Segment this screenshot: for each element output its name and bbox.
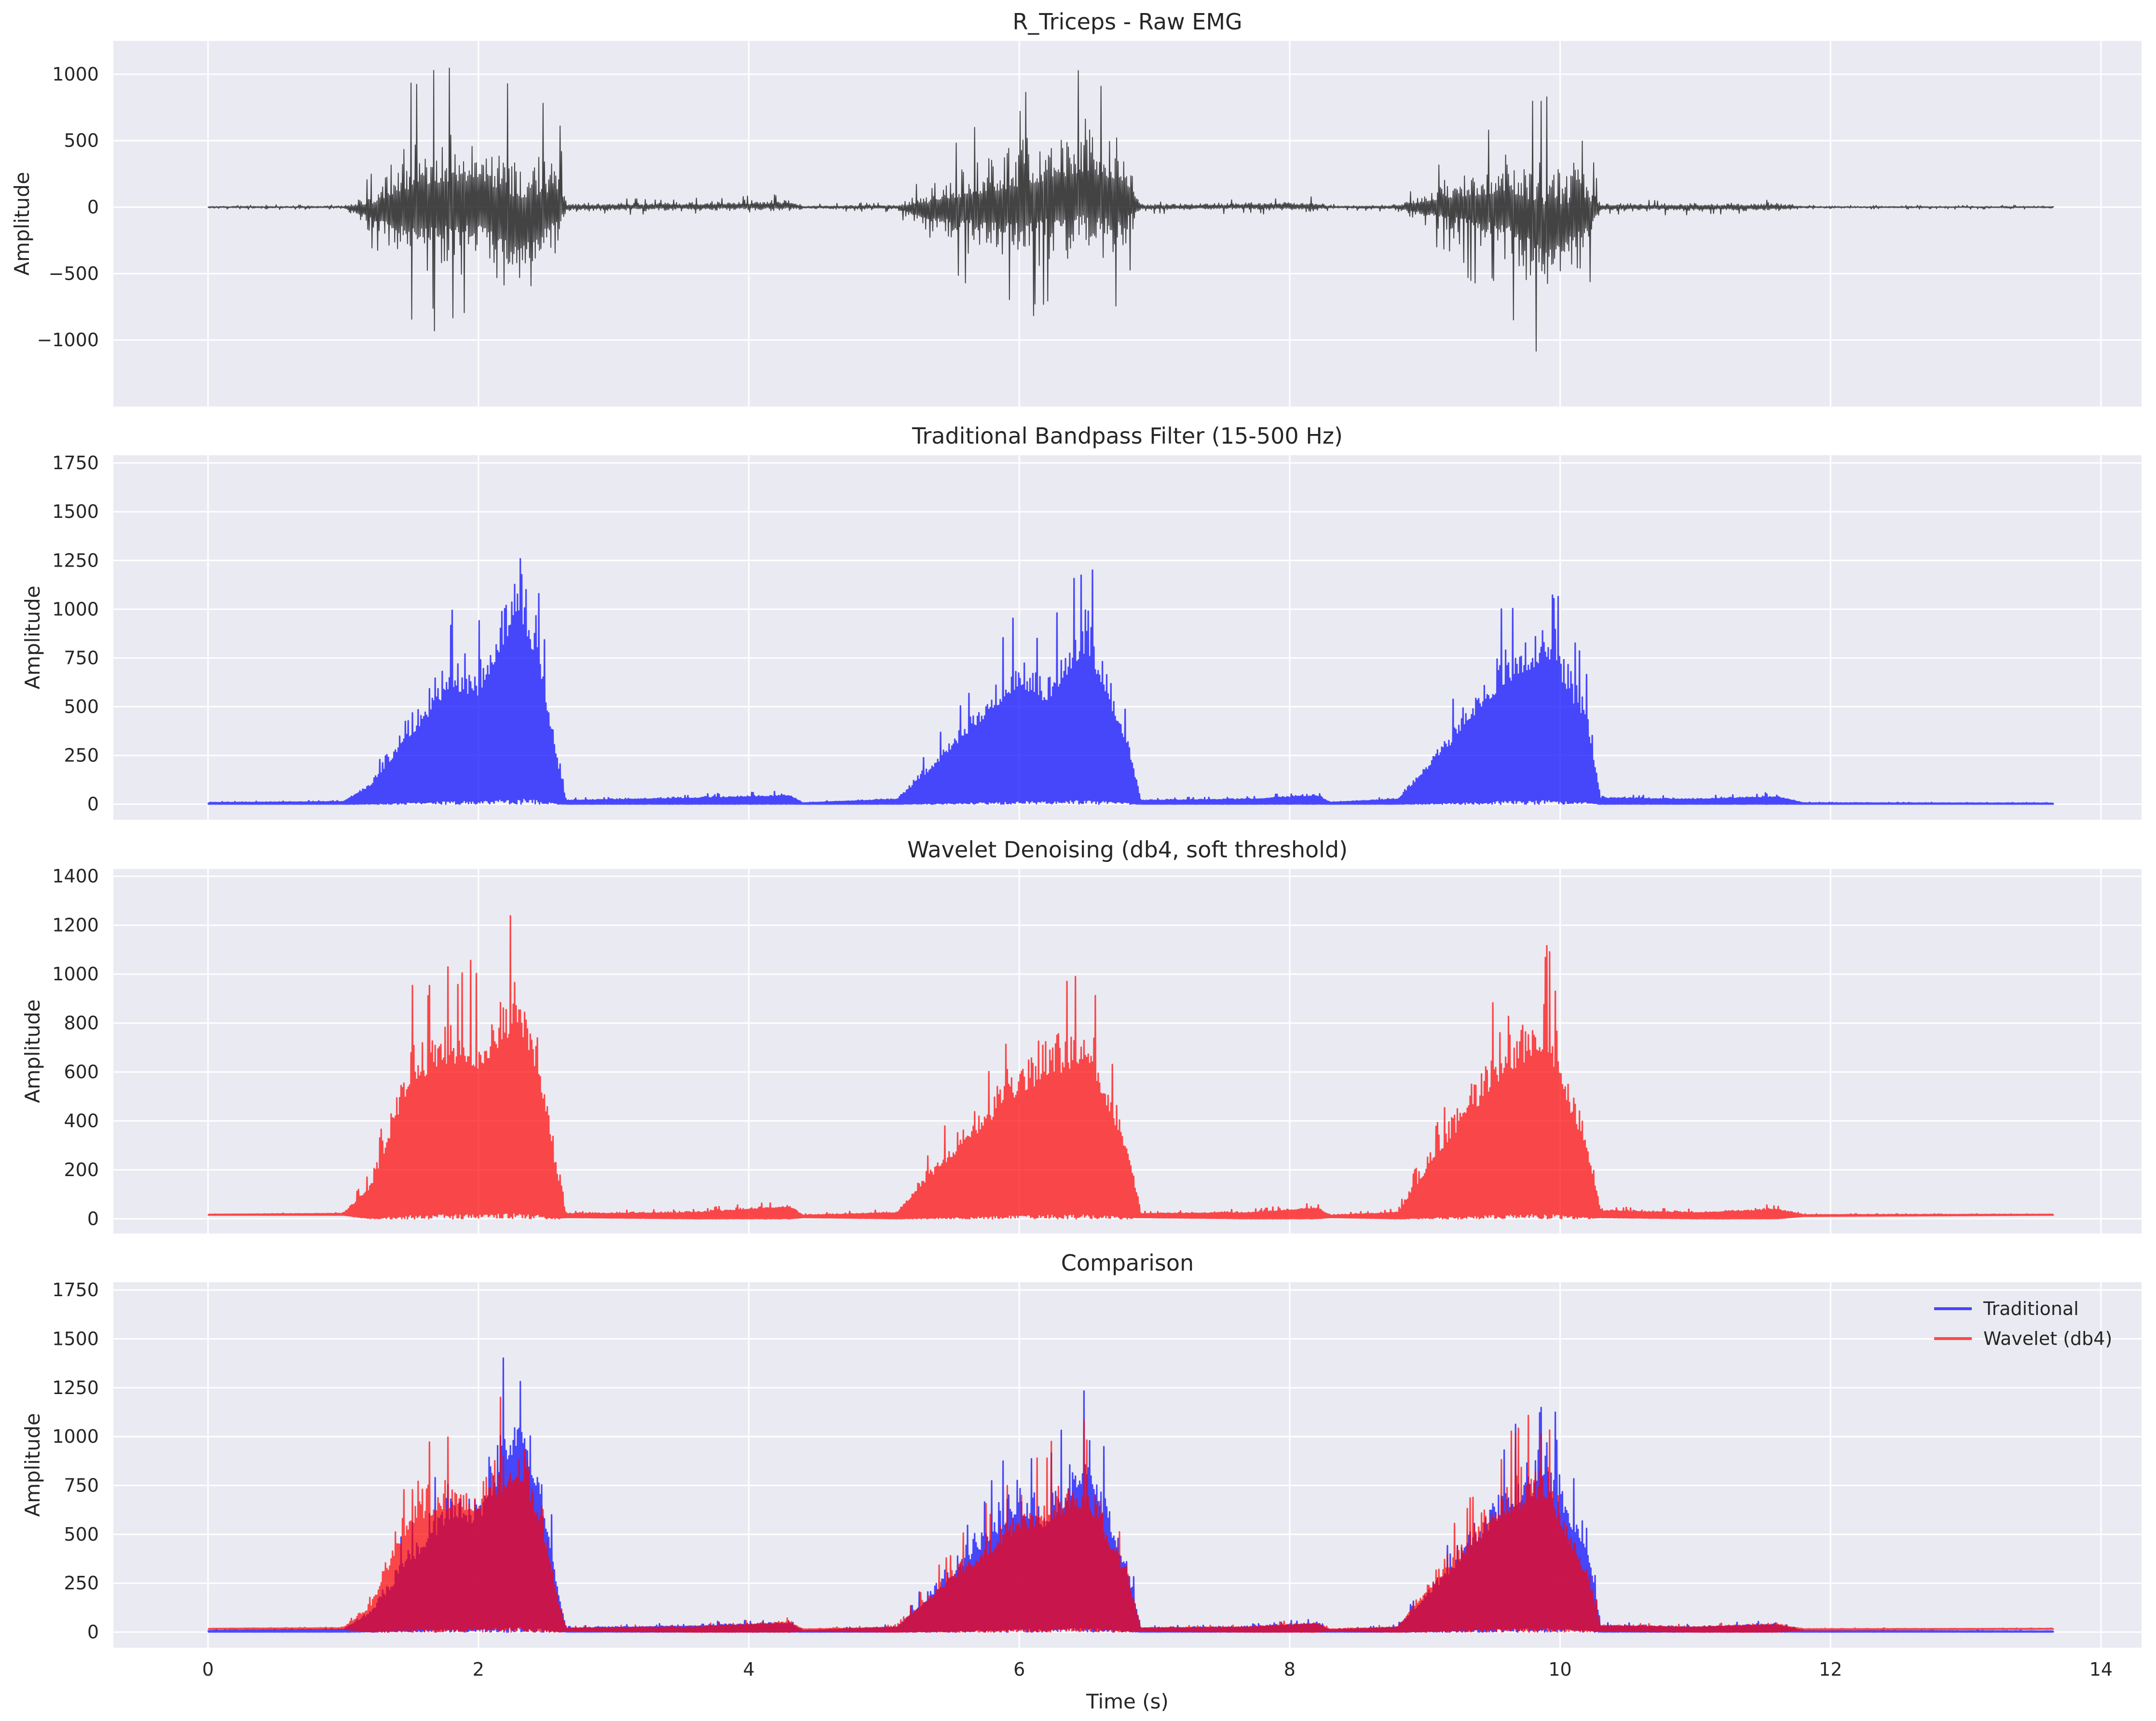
- y-tick-label: 1000: [52, 64, 99, 85]
- x-tick-label: 8: [1284, 1659, 1296, 1680]
- legend-label: Traditional: [1983, 1298, 2079, 1319]
- series-line-panel1: [207, 68, 2054, 352]
- y-tick-label: 1000: [52, 963, 99, 985]
- y-tick-label: 750: [64, 1475, 99, 1496]
- y-axis-label: Amplitude: [21, 999, 44, 1103]
- x-tick-label: 4: [743, 1659, 754, 1680]
- legend-label: Wavelet (db4): [1983, 1328, 2112, 1349]
- panel-4: 0 250 500 750 1000 1250 1500 1750 0 2 4 6 8 10 12 14 Com…: [21, 1250, 2142, 1713]
- series-line-wavelet-db4-: [207, 1396, 2054, 1633]
- y-tick-label: 1000: [52, 1426, 99, 1447]
- y-tick-label: 1500: [52, 501, 99, 522]
- x-axis-label: Time (s): [1086, 1690, 1169, 1713]
- y-tick-label: 1250: [52, 550, 99, 571]
- panel-title: Traditional Bandpass Filter (15-500 Hz): [912, 423, 1343, 449]
- y-tick-label: 1000: [52, 598, 99, 620]
- y-axis-label: Amplitude: [10, 172, 34, 275]
- y-tick-label: 200: [64, 1159, 99, 1180]
- panel-2: 0 250 500 750 1000 1250 1500 1750 Traditional Ba…: [21, 423, 2142, 820]
- legend: Traditional Wavelet (db4): [1934, 1298, 2112, 1349]
- y-tick-label: 500: [64, 696, 99, 718]
- y-tick-label: 0: [87, 1622, 99, 1643]
- y-tick-label: −500: [49, 263, 99, 284]
- y-tick-label: −1000: [37, 329, 99, 351]
- x-tick-label: 0: [202, 1659, 214, 1680]
- y-tick-label: 1250: [52, 1377, 99, 1398]
- y-tick-label: 0: [87, 794, 99, 815]
- y-tick-label: 750: [64, 647, 99, 668]
- y-tick-label: 250: [64, 1572, 99, 1594]
- x-tick-label: 14: [2089, 1659, 2113, 1680]
- y-tick-label: 500: [64, 130, 99, 151]
- y-tick-label: 250: [64, 745, 99, 766]
- y-tick-label: 1500: [52, 1328, 99, 1350]
- y-tick-label: 0: [87, 1208, 99, 1230]
- panel-3: 0 200 400 600 800 1000 1200 1400 Wavelet Denoisi…: [21, 837, 2142, 1233]
- y-tick-label: 1750: [52, 1279, 99, 1301]
- y-tick-label: 400: [64, 1111, 99, 1132]
- y-tick-label: 0: [87, 197, 99, 218]
- panel-title: Comparison: [1061, 1250, 1194, 1276]
- y-tick-label: 1200: [52, 915, 99, 936]
- panel-title: R_Triceps - Raw EMG: [1012, 9, 1242, 35]
- panel-title: Wavelet Denoising (db4, soft threshold): [907, 837, 1348, 863]
- y-axis-label: Amplitude: [21, 585, 44, 689]
- series-group: [207, 558, 2055, 805]
- x-tick-label: 2: [473, 1659, 484, 1680]
- x-tick-label: 12: [1819, 1659, 1842, 1680]
- x-tick-label: 10: [1548, 1659, 1571, 1680]
- series-line-panel2: [207, 558, 2055, 805]
- y-tick-label: 1400: [52, 866, 99, 887]
- y-axis-label: Amplitude: [21, 1413, 44, 1517]
- panel-1: −1000 −500 0 500 1000 R_Triceps - Raw EMG Ampl…: [10, 9, 2142, 407]
- y-tick-label: 500: [64, 1524, 99, 1545]
- x-tick-label: 6: [1013, 1659, 1025, 1680]
- y-tick-label: 800: [64, 1013, 99, 1034]
- y-tick-label: 600: [64, 1061, 99, 1083]
- y-tick-label: 1750: [52, 452, 99, 474]
- series-line-panel3: [207, 915, 2054, 1220]
- series-group: [207, 68, 2054, 352]
- series-group: [207, 1357, 2055, 1633]
- series-group: [207, 915, 2054, 1220]
